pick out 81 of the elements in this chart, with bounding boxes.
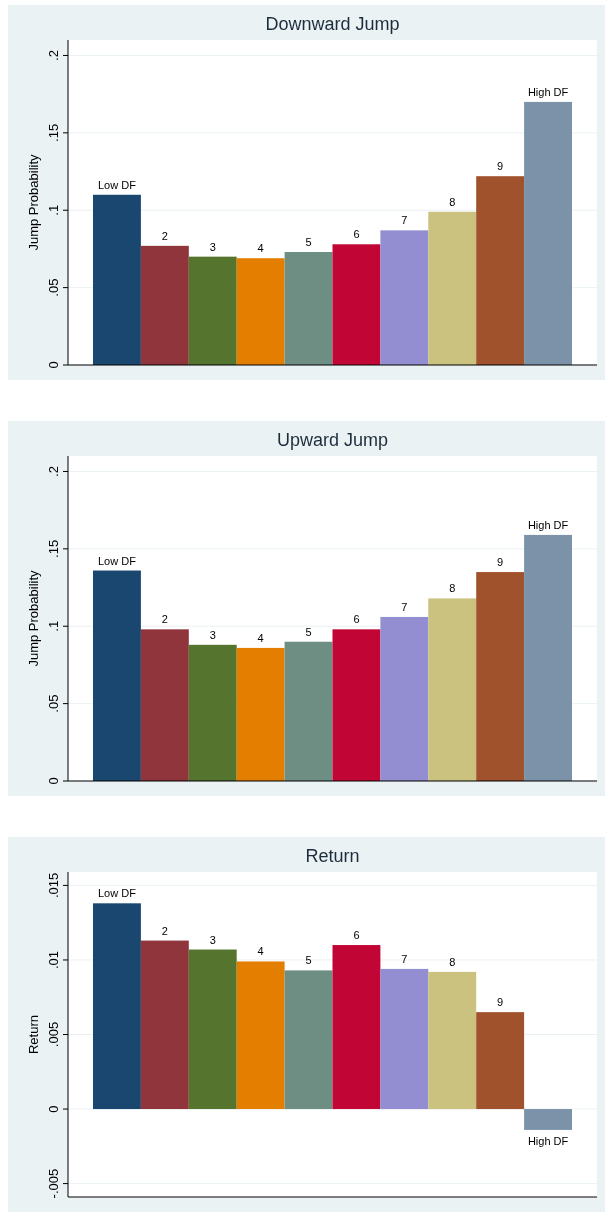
bar xyxy=(188,949,237,1110)
bar xyxy=(93,570,141,781)
bar xyxy=(476,572,525,781)
x-tick-label: 5 xyxy=(305,625,312,638)
y-axis-title: Jump Probability xyxy=(26,569,41,667)
x-tick-label: High DF xyxy=(527,1134,569,1147)
x-tick-label: 6 xyxy=(353,929,360,942)
y-tick-label: 0 xyxy=(46,1105,61,1113)
bar xyxy=(332,244,381,365)
x-tick-label: High DF xyxy=(527,518,569,531)
bar xyxy=(524,1109,572,1130)
bar xyxy=(476,176,525,365)
bar xyxy=(332,945,381,1110)
y-tick-label: .2 xyxy=(46,466,61,477)
y-tick-label: 0 xyxy=(46,777,61,785)
bar xyxy=(428,971,477,1110)
x-tick-label: 8 xyxy=(449,955,456,968)
y-tick-label: .005 xyxy=(46,1021,61,1048)
bar xyxy=(380,616,429,781)
y-tick-label: .15 xyxy=(46,539,61,558)
x-tick-label: 2 xyxy=(161,924,168,937)
bar xyxy=(428,211,477,365)
x-tick-label: 2 xyxy=(161,229,168,242)
x-tick-label: 6 xyxy=(353,613,360,626)
bar xyxy=(284,252,333,365)
bar xyxy=(93,903,141,1110)
bar xyxy=(236,258,285,365)
y-tick-label: 0 xyxy=(46,361,61,369)
x-tick-label: Low DF xyxy=(98,887,137,900)
x-tick-label: 8 xyxy=(449,195,456,208)
bar xyxy=(476,1012,525,1110)
x-tick-label: 6 xyxy=(353,228,360,241)
bar xyxy=(380,230,429,365)
y-axis-title: Return xyxy=(26,1014,41,1055)
x-tick-label: 7 xyxy=(401,600,408,613)
x-tick-label: 9 xyxy=(497,556,504,569)
x-tick-label: 7 xyxy=(401,952,408,965)
y-tick-label: .2 xyxy=(46,50,61,61)
bar xyxy=(93,194,141,365)
bar xyxy=(524,534,572,781)
x-tick-label: Low DF xyxy=(98,178,137,191)
bar xyxy=(140,940,189,1110)
bar xyxy=(236,961,285,1110)
x-tick-label: 7 xyxy=(401,214,408,227)
bar xyxy=(284,970,333,1110)
bar xyxy=(188,644,237,781)
bar xyxy=(332,629,381,781)
x-tick-label: 4 xyxy=(257,945,264,958)
x-tick-label: 5 xyxy=(305,954,312,967)
x-tick-label: 2 xyxy=(161,613,168,626)
y-tick-label: .1 xyxy=(46,620,61,632)
chart-title: Upward Jump xyxy=(276,430,389,450)
bar xyxy=(236,647,285,781)
bar xyxy=(380,968,429,1110)
bar xyxy=(140,245,189,365)
chart-title: Return xyxy=(305,846,360,866)
x-tick-label: 8 xyxy=(449,582,456,595)
chart-title: Downward Jump xyxy=(265,14,400,34)
x-tick-label: 9 xyxy=(497,996,504,1009)
bar xyxy=(428,598,477,781)
x-tick-label: 3 xyxy=(209,628,216,641)
bar xyxy=(284,641,333,781)
x-tick-label: Low DF xyxy=(98,554,137,567)
bar xyxy=(188,256,237,365)
y-axis-title: Jump Probability xyxy=(26,153,41,251)
x-tick-label: 3 xyxy=(209,933,216,946)
x-tick-label: 5 xyxy=(305,236,312,249)
y-tick-label: .01 xyxy=(46,950,61,969)
x-tick-label: 3 xyxy=(209,240,216,253)
x-tick-label: High DF xyxy=(527,85,569,98)
x-tick-label: 9 xyxy=(497,160,504,173)
y-tick-label: .015 xyxy=(46,872,61,899)
y-tick-label: .05 xyxy=(46,694,61,713)
x-tick-label: 4 xyxy=(257,631,264,644)
y-tick-label: .15 xyxy=(46,123,61,142)
bar xyxy=(524,101,572,365)
y-tick-label: .05 xyxy=(46,278,61,297)
bar xyxy=(140,629,189,781)
y-tick-label: -.005 xyxy=(46,1168,61,1199)
y-tick-label: .1 xyxy=(46,204,61,216)
x-tick-label: 4 xyxy=(257,242,264,255)
